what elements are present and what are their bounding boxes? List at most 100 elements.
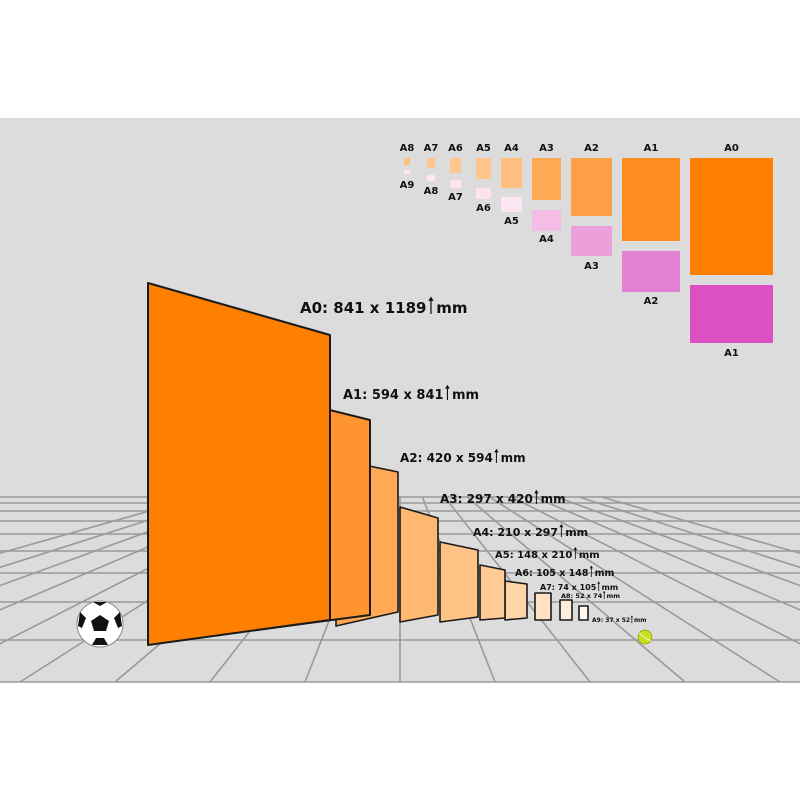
sheet-label-a4: A4: 210 x 297 mm [473,523,588,539]
up-arrow-icon [630,615,633,623]
legend-top-label: A0 [724,143,739,154]
sheet-label-a3: A3: 297 x 420 mm [440,489,566,506]
sheet-dimensions: A8: 52 x 74 [561,592,603,600]
legend-bottom-label: A7 [448,192,463,203]
sheet-dimensions: A0: 841 x 1189 [300,299,426,317]
legend-portrait-swatch [532,158,561,200]
tennis-ball-icon [637,629,653,645]
legend-bottom-label: A4 [539,234,554,245]
sheet-unit: mm [579,550,600,561]
grid-line [533,496,800,611]
legend-top-label: A2 [584,143,599,154]
legend-top-label: A4 [504,143,519,154]
sheet-a0 [147,282,331,646]
grid-line [601,496,800,555]
legend-top-label: A1 [644,143,659,154]
legend-column-a5: A5 A6 [476,143,491,214]
up-arrow-icon [494,448,499,463]
legend-column-a7: A7 A8 [424,143,439,197]
sheet-dimensions: A9: 37 x 52 [592,617,630,624]
legend-bottom-label: A6 [476,203,491,214]
size-legend: A8 A9 A7 A8 A6 A7 A5 A6 A4 A5 A3 A4 A2 A3 A1 A2 A0 A1 [400,143,773,359]
legend-top-label: A7 [424,143,439,154]
legend-portrait-swatch [690,158,773,275]
sheet-unit: mm [452,388,479,403]
legend-landscape-swatch [427,175,435,181]
up-arrow-icon [445,384,450,400]
sheet-label-a7: A7: 74 x 105 mm [540,581,618,592]
sheet-unit: mm [436,299,467,317]
legend-landscape-swatch [571,226,612,256]
legend-column-a4: A4 A5 [501,143,522,227]
legend-landscape-swatch [532,210,561,231]
sheet-a7 [534,592,552,621]
sheet-dimensions: A3: 297 x 420 [440,492,533,506]
sheet-dimensions: A7: 74 x 105 [540,583,597,592]
legend-landscape-swatch [690,285,773,343]
up-arrow-icon [559,523,564,537]
legend-bottom-label: A9 [400,180,415,191]
sheet-unit: mm [634,617,647,624]
sheet-a9 [578,605,589,621]
grid-line [578,496,800,569]
sheet-label-a1: A1: 594 x 841 mm [343,384,479,403]
sheet-dimensions: A5: 148 x 210 [495,550,572,561]
legend-bottom-label: A2 [644,296,659,307]
legend-column-a3: A3 A4 [532,143,561,245]
legend-portrait-swatch [427,158,435,168]
legend-top-label: A3 [539,143,554,154]
sheet-label-a6: A6: 105 x 148 mm [515,565,615,579]
up-arrow-icon [573,547,578,559]
legend-landscape-swatch [476,188,491,199]
legend-landscape-swatch [622,251,680,292]
legend-bottom-label: A1 [724,348,739,359]
legend-bottom-label: A5 [504,216,519,227]
sheet-a3 [399,506,439,623]
legend-column-a1: A1 A2 [622,143,680,307]
legend-column-a6: A6 A7 [448,143,463,203]
sheet-label-a9: A9: 37 x 52 mm [592,615,646,624]
legend-portrait-swatch [501,158,522,188]
sheet-dimensions: A4: 210 x 297 [473,526,558,539]
sheet-dimensions: A1: 594 x 841 [343,388,444,403]
grid-line [0,496,222,569]
legend-bottom-label: A8 [424,186,439,197]
legend-portrait-swatch [571,158,612,216]
sheet-unit: mm [565,526,588,539]
sheet-dimensions: A2: 420 x 594 [400,451,493,465]
sheet-a8 [559,599,573,621]
up-arrow-icon [603,590,606,599]
up-arrow-icon [428,296,434,314]
sheet-label-a2: A2: 420 x 594 mm [400,448,526,465]
legend-landscape-swatch [501,197,522,212]
legend-column-a0: A0 A1 [690,143,773,359]
grid-line [0,496,199,555]
legend-portrait-swatch [622,158,680,241]
grid-line [489,496,781,683]
legend-column-a8: A8 A9 [400,143,415,191]
grid-line [466,496,686,683]
legend-portrait-swatch [450,158,461,173]
legend-top-label: A8 [400,143,415,154]
legend-landscape-swatch [450,180,461,188]
up-arrow-icon [589,565,594,577]
sheet-a5 [479,564,506,621]
legend-portrait-swatch [404,158,410,165]
legend-top-label: A5 [476,143,491,154]
legend-column-a2: A2 A3 [571,143,612,272]
soccer-ball-icon [76,600,124,648]
legend-portrait-swatch [476,158,491,179]
sheet-label-a0: A0: 841 x 1189 mm [300,296,467,317]
grid-line [556,496,800,587]
sheet-label-a8: A8: 52 x 74 mm [561,590,620,600]
legend-landscape-swatch [404,170,410,174]
up-arrow-icon [597,581,601,591]
up-arrow-icon [534,489,539,504]
sheet-unit: mm [541,492,566,506]
legend-top-label: A6 [448,143,463,154]
sheet-unit: mm [501,451,526,465]
legend-bottom-label: A3 [584,261,599,272]
